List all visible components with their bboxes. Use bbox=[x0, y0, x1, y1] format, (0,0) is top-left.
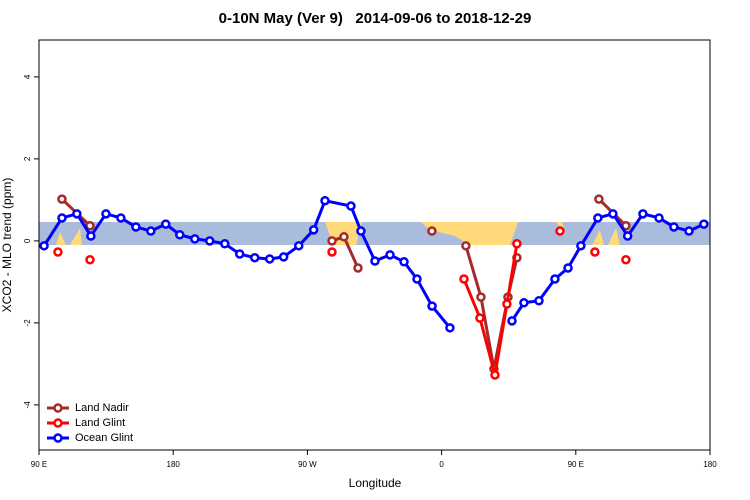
data-point bbox=[594, 194, 604, 204]
data-point bbox=[427, 226, 437, 236]
data-point bbox=[621, 255, 631, 265]
data-point bbox=[576, 241, 586, 251]
series-line bbox=[464, 244, 626, 375]
y-tick-label: -2 bbox=[23, 319, 32, 327]
data-point bbox=[327, 247, 337, 257]
legend-label: Land Glint bbox=[75, 417, 125, 429]
y-tick-label: 0 bbox=[23, 238, 32, 243]
data-point bbox=[116, 213, 126, 223]
y-axis-label: XCO2 - MLO trend (ppm) bbox=[0, 178, 14, 313]
data-point bbox=[264, 254, 275, 264]
legend-label: Land Nadir bbox=[75, 402, 129, 414]
data-point bbox=[294, 241, 304, 251]
data-point bbox=[85, 255, 95, 265]
data-point bbox=[399, 257, 409, 267]
data-point bbox=[638, 209, 648, 219]
data-point bbox=[654, 213, 664, 223]
data-point bbox=[593, 213, 603, 223]
x-tick-label: 0 bbox=[439, 460, 444, 469]
data-point bbox=[160, 219, 171, 229]
data-point bbox=[356, 226, 366, 236]
y-tick-label: 2 bbox=[23, 156, 32, 161]
data-point bbox=[175, 230, 185, 240]
data-point bbox=[250, 252, 260, 263]
data-point bbox=[412, 274, 422, 284]
x-tick-label: 180 bbox=[703, 460, 717, 469]
legend-marker bbox=[53, 418, 63, 428]
data-point bbox=[669, 222, 679, 232]
data-point bbox=[555, 226, 565, 236]
plot-frame bbox=[38, 39, 711, 451]
data-point bbox=[57, 213, 67, 223]
data-point bbox=[684, 226, 694, 236]
data-point bbox=[146, 226, 156, 236]
data-point bbox=[385, 250, 395, 260]
data-point bbox=[699, 219, 709, 229]
data-point bbox=[445, 323, 455, 333]
y-tick-label: 4 bbox=[23, 74, 32, 79]
x-tick-label: 180 bbox=[167, 460, 181, 469]
data-point bbox=[308, 225, 319, 235]
land bbox=[421, 222, 518, 245]
data-point bbox=[502, 299, 512, 309]
data-point bbox=[608, 209, 618, 219]
data-point bbox=[519, 298, 529, 308]
x-axis-label: Longitude bbox=[349, 476, 402, 490]
data-point bbox=[563, 263, 573, 273]
legend-label: Ocean Glint bbox=[75, 432, 133, 444]
data-point bbox=[57, 194, 67, 204]
x-tick-label: 90 E bbox=[31, 460, 47, 469]
data-point bbox=[320, 195, 330, 206]
data-point bbox=[476, 292, 486, 302]
data-point bbox=[190, 234, 200, 244]
legend-marker bbox=[53, 433, 63, 443]
data-point bbox=[53, 247, 63, 257]
data-point bbox=[220, 239, 230, 249]
data-point bbox=[101, 209, 111, 219]
y-tick-label: -4 bbox=[23, 401, 32, 409]
x-tick-label: 90 W bbox=[298, 460, 317, 469]
data-point bbox=[204, 236, 215, 246]
data-point bbox=[490, 370, 500, 380]
data-point bbox=[39, 241, 49, 251]
data-point bbox=[72, 209, 82, 219]
data-point bbox=[131, 222, 141, 232]
land bbox=[592, 230, 604, 245]
data-point bbox=[622, 231, 633, 241]
data-point bbox=[550, 274, 560, 284]
data-point bbox=[327, 236, 337, 246]
data-point bbox=[590, 247, 600, 257]
land bbox=[56, 232, 66, 245]
series-layer bbox=[39, 194, 709, 380]
land bbox=[608, 228, 620, 245]
data-point bbox=[234, 249, 245, 259]
data-point bbox=[85, 220, 95, 231]
data-point bbox=[461, 241, 471, 251]
data-point bbox=[459, 274, 469, 284]
data-point bbox=[507, 316, 517, 326]
data-point bbox=[475, 313, 485, 323]
data-point bbox=[353, 263, 363, 273]
land bbox=[70, 228, 82, 245]
data-point bbox=[346, 201, 356, 211]
legend-marker bbox=[53, 403, 63, 413]
data-point bbox=[534, 296, 544, 306]
data-point bbox=[512, 239, 522, 249]
data-point bbox=[339, 232, 349, 242]
x-tick-label: 90 E bbox=[568, 460, 584, 469]
data-point bbox=[427, 301, 437, 311]
data-point bbox=[86, 231, 96, 241]
data-point bbox=[278, 252, 289, 262]
chart-title: 0-10N May (Ver 9) 2014-09-06 to 2018-12-… bbox=[219, 10, 532, 27]
data-point bbox=[370, 256, 380, 266]
